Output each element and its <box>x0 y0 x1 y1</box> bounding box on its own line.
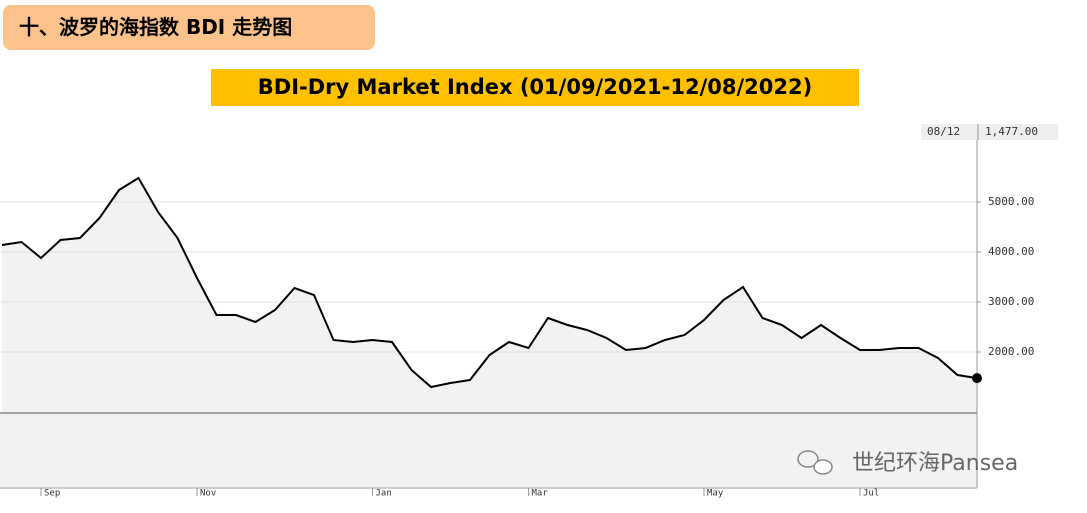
chart-title: BDI-Dry Market Index (01/09/2021-12/08/2… <box>211 69 859 106</box>
x-tick-label: May <box>707 489 724 499</box>
x-tick-label: Mar <box>532 489 549 499</box>
area <box>2 178 977 413</box>
x-tick-label: Sep <box>44 489 60 499</box>
section-header: 十、波罗的海指数 BDI 走势图 <box>3 5 375 50</box>
y-tick-label: 4000.00 <box>988 245 1034 258</box>
watermark: 世纪环海Pansea <box>852 451 1018 476</box>
last-value-label: 1,477.00 <box>985 125 1038 138</box>
y-tick-label: 3000.00 <box>988 295 1034 308</box>
line <box>1 176 978 389</box>
last-value-box <box>921 124 1058 140</box>
wechat-icon <box>797 450 833 475</box>
last-point <box>972 373 982 384</box>
lower-panel <box>0 413 977 488</box>
y-tick-label: 2000.00 <box>988 345 1034 358</box>
x-tick-label: Jul <box>863 489 879 499</box>
x-tick-label: Jan <box>376 489 392 499</box>
last-date: 08/12 <box>927 125 960 138</box>
x-tick-label: Nov <box>200 489 216 499</box>
y-tick-label: 5000.00 <box>988 195 1034 208</box>
